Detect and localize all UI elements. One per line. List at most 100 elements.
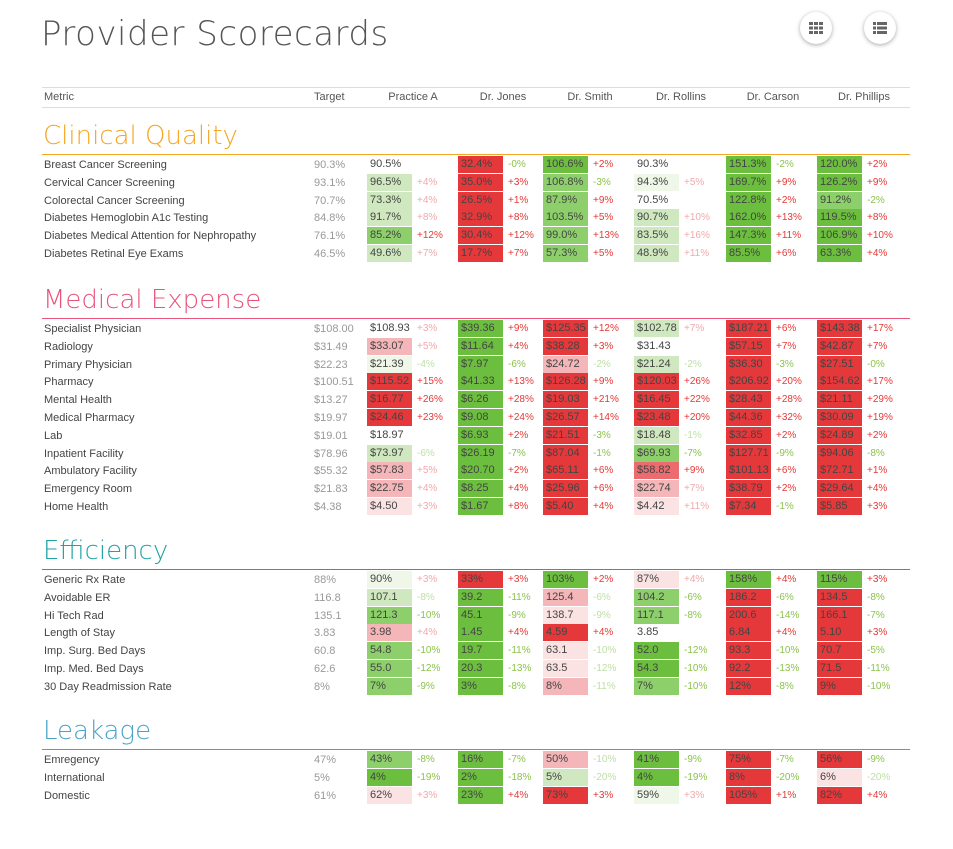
score-cell[interactable]: 105%: [726, 786, 771, 804]
score-cell[interactable]: 106.8%: [543, 173, 588, 191]
list-view-button[interactable]: [864, 12, 896, 44]
score-cell[interactable]: $57.83: [367, 462, 412, 480]
score-cell[interactable]: $125.35: [543, 320, 588, 337]
score-cell[interactable]: 3%: [458, 677, 503, 695]
table-row[interactable]: Home Health $4.38 $4.50 +3% $1.67 +8% $5.40 +4%…: [42, 497, 910, 516]
score-cell[interactable]: 73.3%: [367, 191, 412, 209]
score-cell[interactable]: $94.06: [817, 444, 862, 462]
score-cell[interactable]: $126.28: [543, 373, 588, 391]
table-row[interactable]: Diabetes Medical Attention for Nephropat…: [42, 227, 910, 245]
score-cell[interactable]: 158%: [726, 571, 771, 588]
score-cell[interactable]: $33.07: [367, 337, 412, 355]
score-cell[interactable]: 119.5%: [817, 209, 862, 227]
score-cell[interactable]: $21.24: [634, 355, 679, 373]
score-cell[interactable]: $11.64: [458, 337, 503, 355]
score-cell[interactable]: $26.19: [458, 444, 503, 462]
score-cell[interactable]: 75%: [726, 751, 771, 768]
table-row[interactable]: Medical Pharmacy $19.97 $24.46 +23% $9.08 +24…: [42, 408, 910, 427]
score-cell[interactable]: $16.77: [367, 391, 412, 409]
score-cell[interactable]: 54.3: [634, 659, 679, 677]
score-cell[interactable]: 26.5%: [458, 191, 503, 209]
score-cell[interactable]: 200.6: [726, 606, 771, 624]
score-cell[interactable]: $18.97: [370, 428, 404, 441]
score-cell[interactable]: $32.85: [726, 426, 771, 444]
score-cell[interactable]: 134.5: [817, 588, 862, 606]
score-cell[interactable]: 8%: [726, 768, 771, 786]
score-cell[interactable]: 20.3: [458, 659, 503, 677]
score-cell[interactable]: $7.34: [726, 497, 771, 515]
score-cell[interactable]: 162.0%: [726, 209, 771, 227]
score-cell[interactable]: 32.9%: [458, 209, 503, 227]
score-cell[interactable]: 73%: [543, 786, 588, 804]
table-row[interactable]: Colorectal Cancer Screening 70.7% 73.3% +4%…: [42, 191, 910, 210]
score-cell[interactable]: $206.92: [726, 373, 771, 391]
table-row[interactable]: Lab $19.01 $18.97 $6.93 +2% $21.51 -3% $18.48 -1…: [42, 426, 910, 445]
column-header-provider[interactable]: Dr. Rollins: [655, 91, 707, 103]
score-cell[interactable]: 120.0%: [817, 156, 862, 173]
score-cell[interactable]: 70.5%: [637, 193, 669, 206]
score-cell[interactable]: $21.11: [817, 391, 862, 409]
table-row[interactable]: Mental Health $13.27 $16.77 +26% $6.26 +28% $1…: [42, 391, 910, 409]
score-cell[interactable]: 87%: [634, 571, 679, 588]
table-row[interactable]: Inpatient Facility $78.96 $73.97 -6% $26.19-…: [42, 444, 910, 463]
score-cell[interactable]: $26.57: [543, 408, 588, 426]
score-cell[interactable]: $44.36: [726, 408, 771, 426]
score-cell[interactable]: 71.5: [817, 659, 862, 677]
score-cell[interactable]: 87.9%: [543, 191, 588, 209]
score-cell[interactable]: $108.93: [370, 322, 410, 334]
score-cell[interactable]: $7.97: [458, 355, 503, 373]
score-cell[interactable]: $9.08: [458, 408, 503, 426]
score-cell[interactable]: 17.7%: [458, 244, 503, 262]
score-cell[interactable]: $29.64: [817, 480, 862, 498]
score-cell[interactable]: 39.2: [458, 588, 503, 606]
score-cell[interactable]: 56%: [817, 751, 862, 768]
score-cell[interactable]: 3.85: [637, 626, 659, 639]
score-cell[interactable]: 103%: [543, 571, 588, 588]
score-cell[interactable]: 106.6%: [543, 156, 588, 173]
score-cell[interactable]: $6.26: [458, 391, 503, 409]
score-cell[interactable]: $102.78: [634, 320, 679, 337]
score-cell[interactable]: 115%: [817, 571, 862, 588]
table-row[interactable]: Hi Tech Rad 135.1 121.3 -10% 45.1 -9% 138.7 -9%…: [42, 606, 910, 625]
table-row[interactable]: Length of Stay 3.83 3.98 +4% 1.45 +4% 4.59 +4% 3…: [42, 624, 910, 642]
table-row[interactable]: Avoidable ER 116.8 107.1 -8% 39.2 -11% 125.4 -6…: [42, 588, 910, 607]
score-cell[interactable]: $8.25: [458, 480, 503, 498]
score-cell[interactable]: $5.40: [543, 497, 588, 515]
score-cell[interactable]: 122.8%: [726, 191, 771, 209]
score-cell[interactable]: $30.09: [817, 408, 862, 426]
score-cell[interactable]: 107.1: [367, 588, 412, 606]
score-cell[interactable]: 90%: [367, 571, 412, 588]
score-cell[interactable]: 147.3%: [726, 227, 771, 245]
score-cell[interactable]: $57.15: [726, 337, 771, 355]
score-cell[interactable]: 12%: [726, 677, 771, 695]
score-cell[interactable]: $1.67: [458, 497, 503, 515]
score-cell[interactable]: 93.3: [726, 642, 771, 660]
table-row[interactable]: Generic Rx Rate 88% 90% +3% 33% +3% 103% +2% 87%…: [42, 571, 910, 589]
score-cell[interactable]: 9%: [817, 677, 862, 695]
score-cell[interactable]: 62%: [367, 786, 412, 804]
score-cell[interactable]: $4.42: [634, 497, 679, 515]
score-cell[interactable]: 5%: [543, 768, 588, 786]
score-cell[interactable]: $31.43: [637, 339, 671, 352]
score-cell[interactable]: 91.2%: [817, 191, 862, 209]
table-row[interactable]: Diabetes Hemoglobin A1c Testing 84.8% 91.7…: [42, 209, 910, 227]
score-cell[interactable]: 16%: [458, 751, 503, 768]
score-cell[interactable]: $27.51: [817, 355, 862, 373]
score-cell[interactable]: $154.62: [817, 373, 862, 391]
score-cell[interactable]: $21.51: [543, 426, 588, 444]
score-cell[interactable]: 106.9%: [817, 227, 862, 245]
score-cell[interactable]: $65.11: [543, 462, 588, 480]
score-cell[interactable]: $38.28: [543, 337, 588, 355]
score-cell[interactable]: 94.3%: [634, 173, 679, 191]
table-row[interactable]: Emergency Room $21.83 $22.75 +4% $8.25 +4% $25…: [42, 480, 910, 498]
score-cell[interactable]: $87.04: [543, 444, 588, 462]
grid-view-button[interactable]: [800, 12, 832, 44]
score-cell[interactable]: $39.36: [458, 320, 503, 337]
score-cell[interactable]: $18.48: [634, 426, 679, 444]
score-cell[interactable]: $24.72: [543, 355, 588, 373]
score-cell[interactable]: 96.5%: [367, 173, 412, 191]
score-cell[interactable]: $20.70: [458, 462, 503, 480]
score-cell[interactable]: 6%: [817, 768, 862, 786]
score-cell[interactable]: 49.6%: [367, 244, 412, 262]
score-cell[interactable]: 85.5%: [726, 244, 771, 262]
